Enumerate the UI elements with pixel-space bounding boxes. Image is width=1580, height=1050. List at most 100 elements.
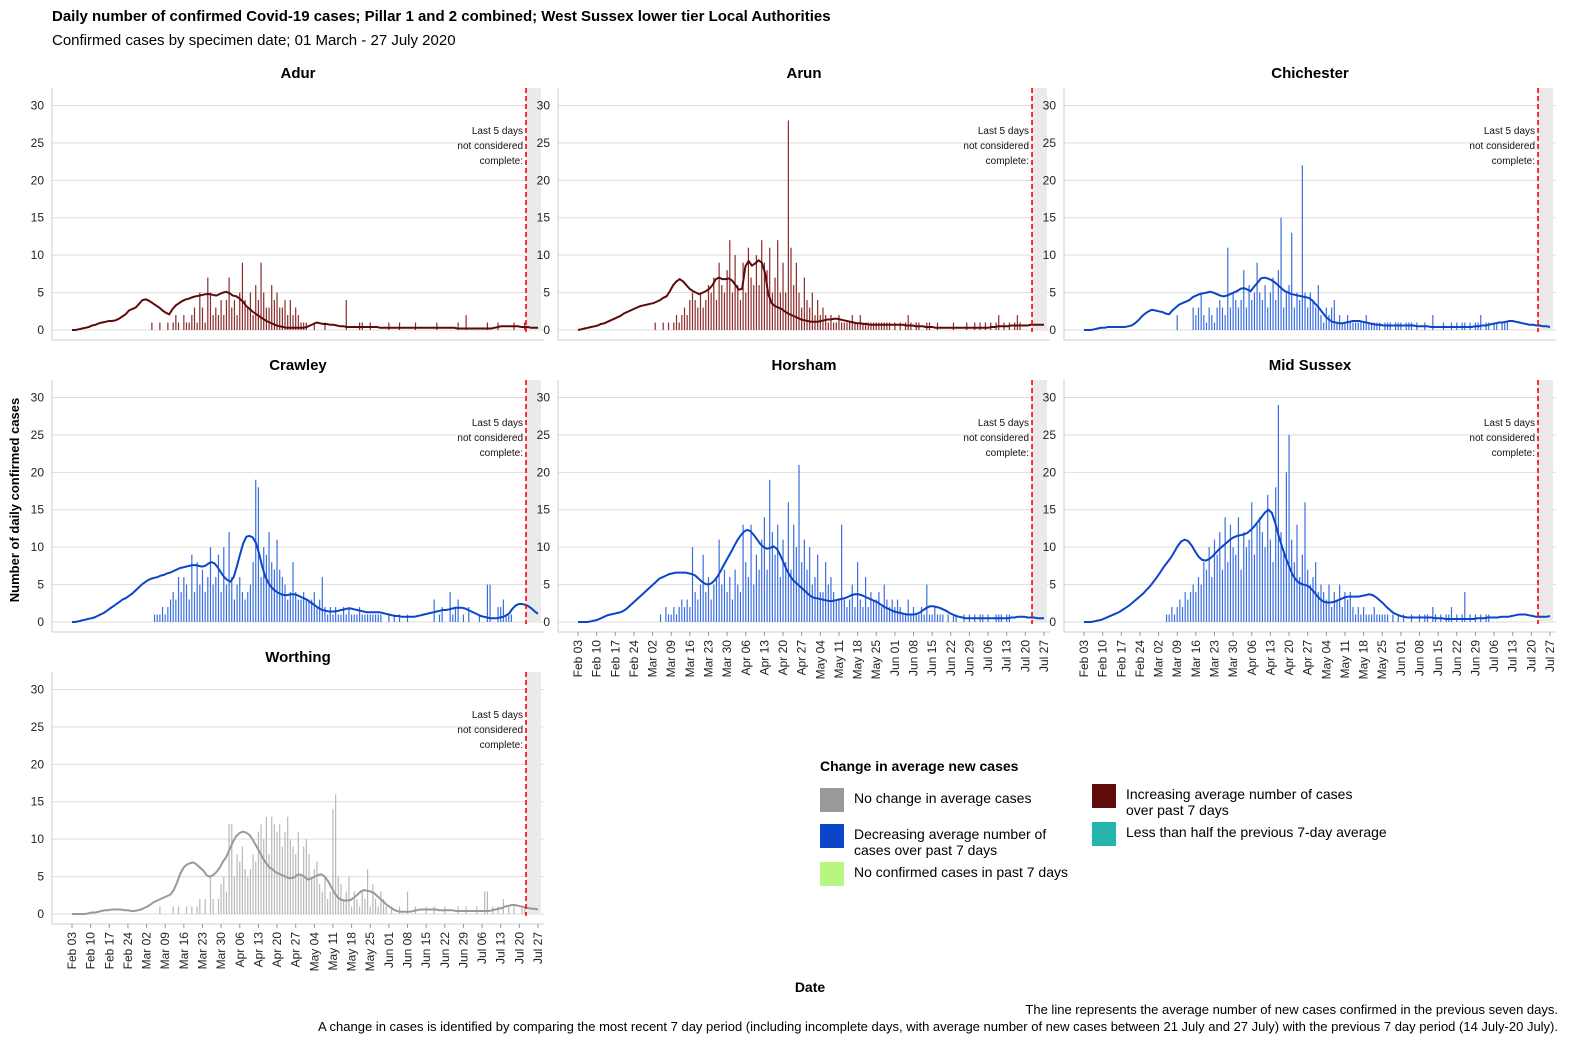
bar: [769, 247, 771, 330]
bar: [1179, 599, 1181, 622]
bar: [1165, 614, 1168, 622]
bar: [830, 577, 832, 622]
y-tick-label: 15: [1043, 503, 1057, 517]
x-tick-label: Feb 17: [102, 932, 116, 970]
bar: [1307, 307, 1309, 330]
bar: [295, 854, 297, 914]
bar: [462, 614, 465, 622]
bar: [276, 292, 278, 330]
y-tick-label: 0: [37, 323, 44, 337]
bar: [239, 577, 241, 622]
bar: [449, 592, 451, 622]
bar: [260, 577, 262, 622]
bar: [1176, 607, 1178, 622]
y-tick-label: 15: [31, 211, 45, 225]
bar: [1197, 307, 1200, 330]
bar: [164, 614, 166, 622]
bar: [1304, 502, 1306, 622]
y-tick-label: 30: [537, 390, 551, 404]
bar: [287, 315, 289, 330]
bar: [279, 824, 281, 914]
bar: [1219, 532, 1221, 622]
bar: [1171, 607, 1173, 622]
bar: [191, 315, 193, 330]
bar: [766, 270, 768, 330]
bar: [172, 322, 174, 330]
bar: [1248, 539, 1250, 622]
bar: [854, 607, 856, 622]
bar: [316, 861, 318, 914]
bar: [1245, 547, 1248, 622]
bar: [742, 262, 744, 330]
small-multiples-figure: Number of daily confirmed cases Date Adu…: [7, 65, 1557, 995]
bar: [486, 584, 489, 622]
bar: [777, 240, 779, 330]
y-tick-label: 0: [1049, 615, 1056, 629]
bar: [382, 899, 385, 914]
bar: [779, 292, 781, 330]
y-tick-label: 25: [31, 720, 45, 734]
x-tick-label: Jul 06: [1487, 640, 1501, 672]
bar: [979, 322, 981, 330]
bar: [236, 584, 238, 622]
bar: [875, 599, 877, 622]
annotation-line: not considered: [457, 141, 523, 152]
bar: [1331, 607, 1333, 622]
bar: [313, 869, 315, 914]
bar: [934, 607, 936, 622]
bar: [244, 599, 246, 622]
bar: [196, 562, 198, 622]
y-tick-label: 30: [1043, 390, 1057, 404]
bar: [827, 322, 829, 330]
bar: [771, 292, 773, 330]
bar: [292, 846, 294, 914]
panel-title-mid-sussex: Mid Sussex: [1269, 357, 1352, 374]
bar: [1200, 292, 1202, 330]
bar: [524, 906, 526, 914]
bar: [1275, 487, 1277, 622]
bar: [782, 262, 784, 330]
panel-title-adur: Adur: [281, 65, 316, 82]
bar: [870, 322, 872, 330]
bar: [1277, 270, 1279, 330]
bar: [1325, 599, 1327, 622]
bar: [398, 614, 401, 622]
bar: [1195, 315, 1197, 330]
bar: [1205, 322, 1208, 330]
bar: [984, 322, 987, 330]
bar: [167, 322, 169, 330]
bar: [667, 614, 670, 622]
bar: [1168, 614, 1170, 622]
y-tick-label: 20: [31, 173, 45, 187]
bar: [388, 614, 390, 622]
bar: [204, 592, 206, 622]
bar: [1192, 307, 1194, 330]
bar: [763, 262, 765, 330]
annotation-line: complete:: [1492, 156, 1535, 167]
bar: [1341, 607, 1343, 622]
bar: [1253, 292, 1256, 330]
bar: [1386, 614, 1389, 622]
y-tick-label: 15: [31, 795, 45, 809]
bar: [731, 292, 734, 330]
bar: [830, 315, 832, 330]
bar: [825, 315, 827, 330]
x-tick-label: Jul 20: [1018, 640, 1032, 672]
bar: [779, 577, 781, 622]
bar: [321, 891, 323, 914]
bar: [1291, 232, 1293, 330]
bar: [390, 906, 393, 914]
bar: [508, 906, 510, 914]
bar: [241, 592, 244, 622]
x-tick-label: Feb 10: [1096, 640, 1110, 678]
bar: [255, 861, 257, 914]
bar: [947, 614, 949, 622]
bar: [699, 584, 702, 622]
x-tick-label: Jul 27: [531, 932, 545, 964]
y-tick-label: 25: [1043, 428, 1057, 442]
bar: [180, 592, 182, 622]
bar: [324, 607, 326, 622]
bar: [196, 322, 198, 330]
bar: [1363, 607, 1365, 622]
bar: [838, 315, 840, 330]
